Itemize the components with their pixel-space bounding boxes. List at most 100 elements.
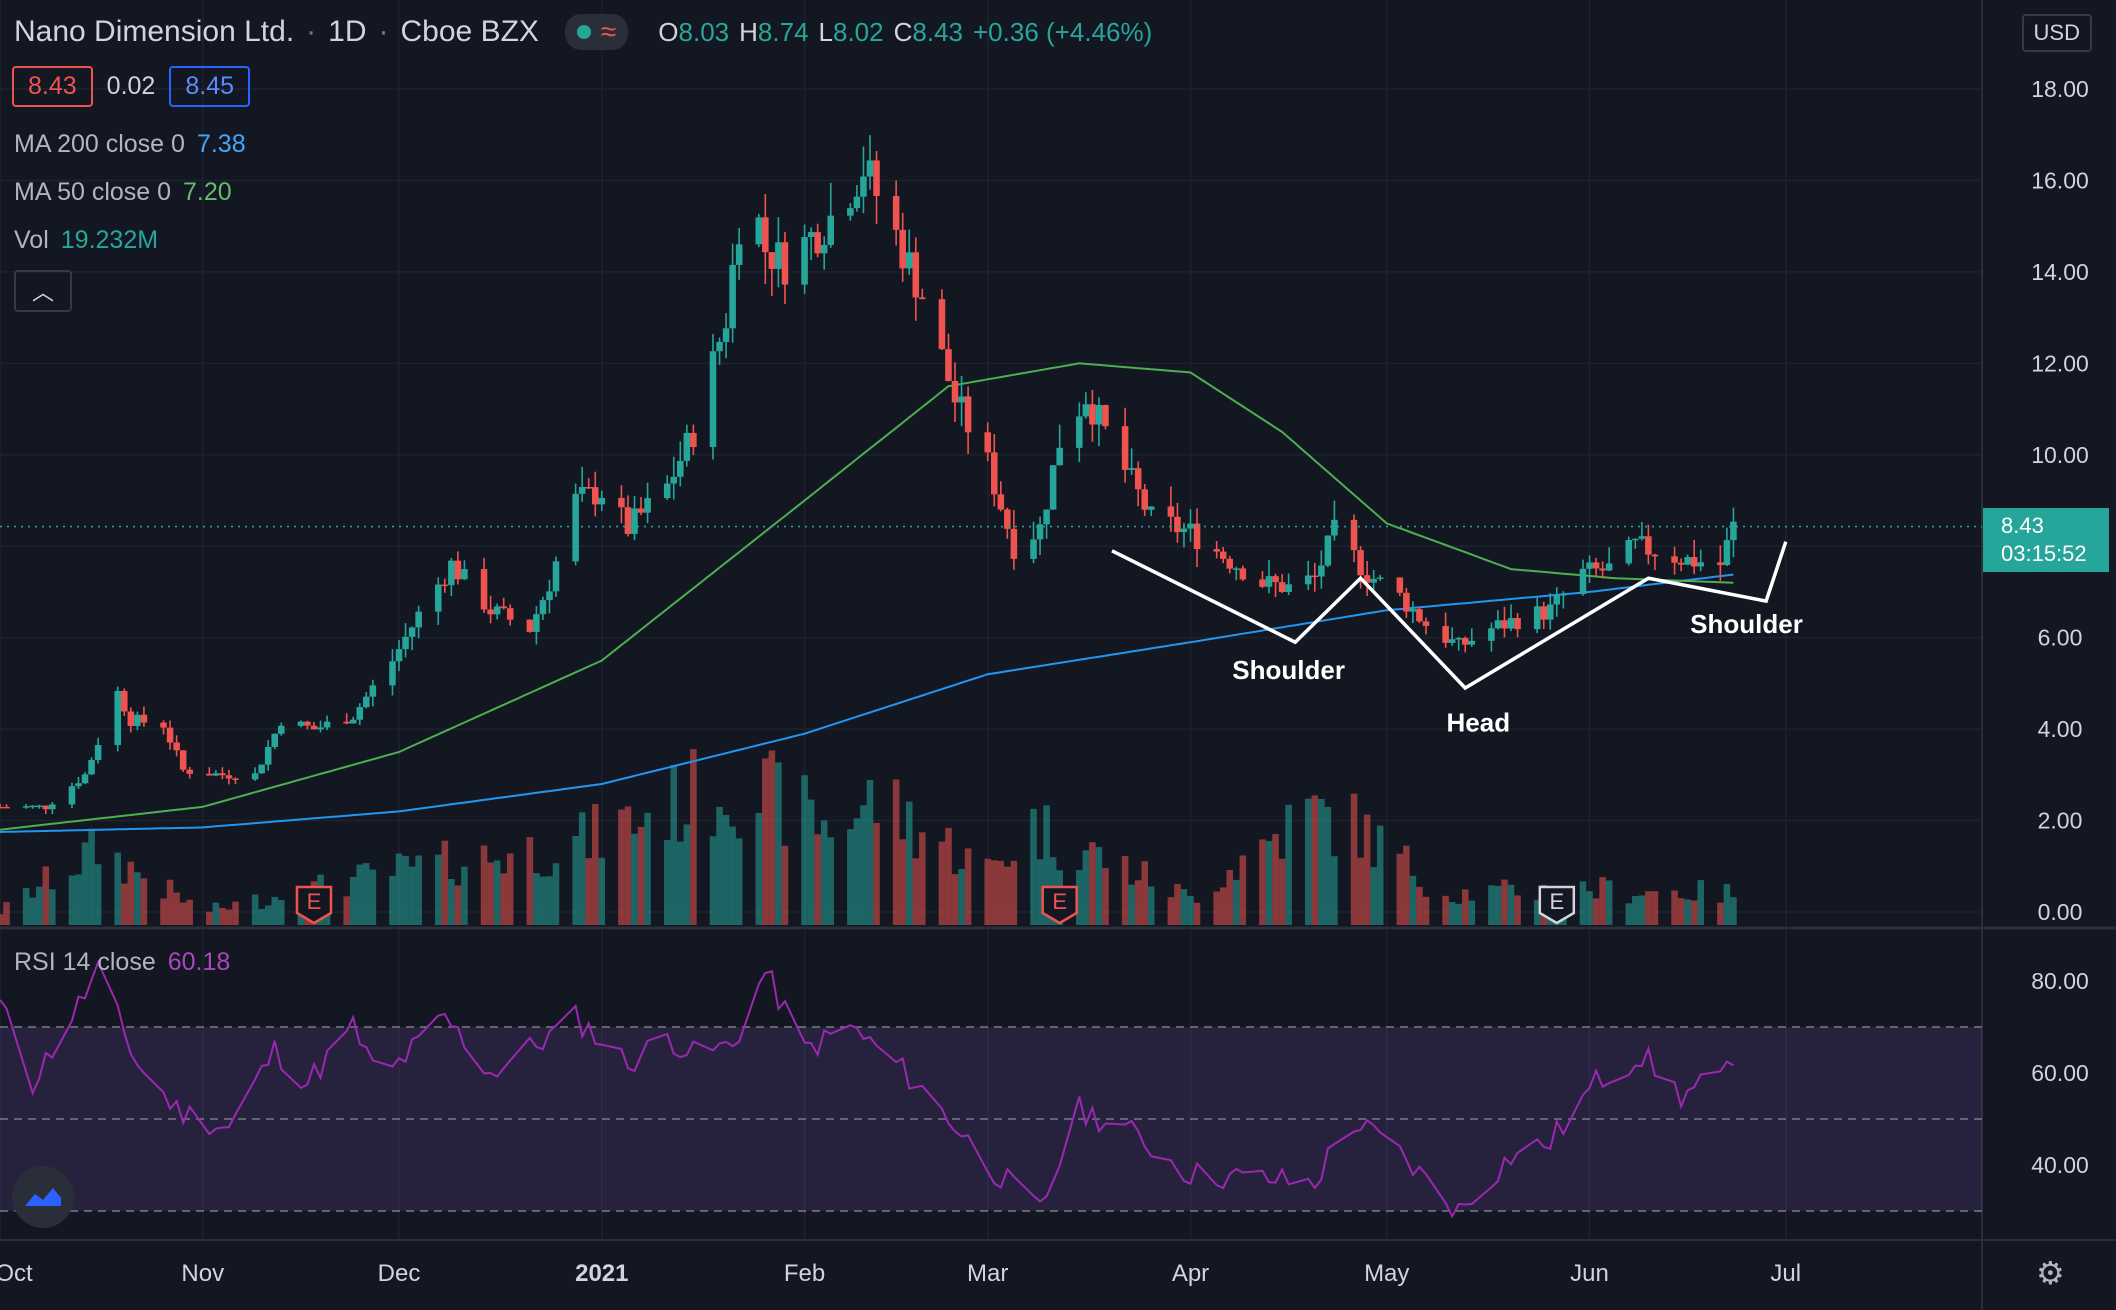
- candle-body: [729, 264, 736, 329]
- candle-body: [827, 215, 835, 245]
- symbol-name[interactable]: Nano Dimension Ltd.: [14, 15, 295, 48]
- volume-bar: [1461, 889, 1469, 925]
- volume-bar: [1147, 886, 1155, 925]
- candle-body: [487, 609, 494, 615]
- rsi-band-fill: [0, 1027, 1982, 1211]
- volume-bar: [729, 826, 736, 925]
- candle-body: [1592, 562, 1600, 569]
- candle-body: [781, 242, 789, 285]
- exchange: Cboe BZX: [400, 15, 539, 48]
- candle-body: [572, 493, 579, 562]
- volume-bar: [415, 855, 422, 925]
- interval[interactable]: 1D: [328, 15, 367, 48]
- volume-bar: [1717, 902, 1724, 925]
- volume-bars: [0, 749, 1737, 925]
- candle-body: [578, 487, 586, 494]
- volume-bar: [363, 863, 370, 925]
- time-tick-label: Mar: [967, 1260, 1008, 1287]
- volume-bar: [781, 845, 789, 925]
- candle-body: [1213, 549, 1220, 552]
- candle-body: [820, 244, 828, 254]
- candle-body: [0, 806, 4, 809]
- volume-bar: [1193, 902, 1201, 925]
- candle-body: [94, 745, 102, 760]
- volume-bar: [722, 814, 730, 925]
- volume-bar: [768, 750, 776, 925]
- candle-body: [493, 606, 501, 615]
- candle-body: [1121, 426, 1129, 470]
- candle-body: [1036, 524, 1044, 540]
- volume-bar: [1409, 875, 1417, 925]
- candle-body: [49, 804, 56, 810]
- price-candles: [0, 135, 1982, 815]
- price-tick-label: 12.00: [2031, 350, 2089, 376]
- volume-bar: [945, 827, 952, 925]
- volume-bar: [480, 845, 488, 925]
- earnings-flag-label: E: [1549, 889, 1564, 914]
- rsi-tick-label: 80.00: [2031, 968, 2089, 994]
- volume-bar: [591, 803, 599, 925]
- earnings-flag: [1041, 885, 1078, 925]
- currency-button[interactable]: USD: [2021, 14, 2092, 52]
- ma50-legend[interactable]: MA 50 close 0 7.20: [14, 178, 232, 206]
- candle-body: [389, 661, 396, 686]
- volume-bar: [873, 822, 880, 925]
- last-price-value: 8.43: [2001, 513, 2044, 538]
- volume-bar: [1455, 903, 1462, 925]
- candle-body: [755, 217, 763, 245]
- volume-bar: [1187, 896, 1194, 925]
- volume-bar: [140, 878, 148, 925]
- candle-body: [945, 349, 952, 382]
- candle-body: [304, 721, 311, 726]
- volume-bar: [1010, 860, 1018, 925]
- candle-body: [1102, 405, 1109, 427]
- volume-bar: [951, 874, 959, 925]
- collapse-legend-button[interactable]: ︿: [14, 270, 72, 312]
- candle-body: [356, 707, 364, 720]
- candle-body: [1076, 416, 1083, 448]
- candle-body: [618, 497, 625, 508]
- candle-body: [127, 711, 135, 727]
- tradingview-logo[interactable]: [12, 1166, 74, 1228]
- candle-body: [1082, 404, 1090, 417]
- volume-bar: [454, 885, 462, 925]
- volume-bar: [179, 902, 187, 925]
- ma200-legend[interactable]: MA 200 close 0 7.38: [14, 130, 246, 158]
- candle-body: [919, 297, 926, 300]
- volume-legend[interactable]: Vol 19.232M: [14, 226, 159, 254]
- volume-bar: [860, 805, 867, 925]
- candle-body: [1730, 521, 1737, 541]
- volume-bar: [114, 852, 122, 925]
- candle-body: [297, 721, 305, 726]
- volume-bar: [1690, 900, 1698, 925]
- volume-bar: [709, 836, 717, 925]
- pattern-label: Shoulder: [1232, 655, 1345, 685]
- volume-bar: [670, 764, 678, 925]
- candle-body: [506, 608, 514, 620]
- candle-body: [369, 685, 377, 697]
- volume-bar: [1350, 793, 1358, 925]
- volume-bar: [598, 857, 606, 925]
- volume-bar: [1677, 898, 1685, 925]
- candle-body: [258, 764, 265, 774]
- volume-bar: [1586, 891, 1593, 925]
- market-status-pill[interactable]: ≈: [564, 14, 629, 50]
- earnings-flag: [295, 885, 333, 925]
- ohlc-readout: O8.03 H8.74 L8.02 C8.43 +0.36 (+4.46%): [658, 16, 1153, 47]
- sell-button[interactable]: 8.43: [12, 66, 93, 107]
- candle-body: [395, 649, 403, 662]
- time-tick-label: Dec: [378, 1260, 421, 1287]
- candle-body: [709, 351, 717, 448]
- volume-bar: [81, 842, 89, 925]
- volume-bar: [991, 860, 998, 925]
- volume-bar: [349, 876, 357, 925]
- buy-button[interactable]: 8.45: [169, 66, 251, 107]
- candle-body: [134, 714, 141, 727]
- candle-body: [1134, 468, 1142, 490]
- candle-body: [1167, 506, 1175, 517]
- rsi-legend[interactable]: RSI 14 close 60.18: [14, 948, 231, 976]
- settings-gear-icon[interactable]: ⚙: [2036, 1255, 2065, 1291]
- candle-body: [1180, 528, 1188, 533]
